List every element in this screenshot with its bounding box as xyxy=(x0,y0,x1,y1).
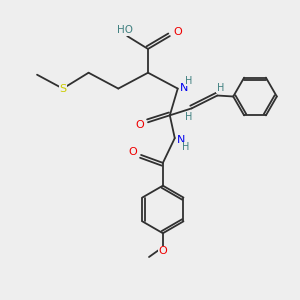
Text: H: H xyxy=(182,142,189,152)
Text: H: H xyxy=(185,112,192,122)
Text: O: O xyxy=(173,27,182,37)
Text: O: O xyxy=(129,147,137,157)
Text: N: N xyxy=(180,82,188,93)
Text: S: S xyxy=(59,84,66,94)
Text: H: H xyxy=(185,76,192,85)
Text: O: O xyxy=(158,246,167,256)
Text: H: H xyxy=(217,82,224,93)
Text: HO: HO xyxy=(117,25,133,35)
Text: O: O xyxy=(136,120,145,130)
Text: N: N xyxy=(177,135,185,145)
